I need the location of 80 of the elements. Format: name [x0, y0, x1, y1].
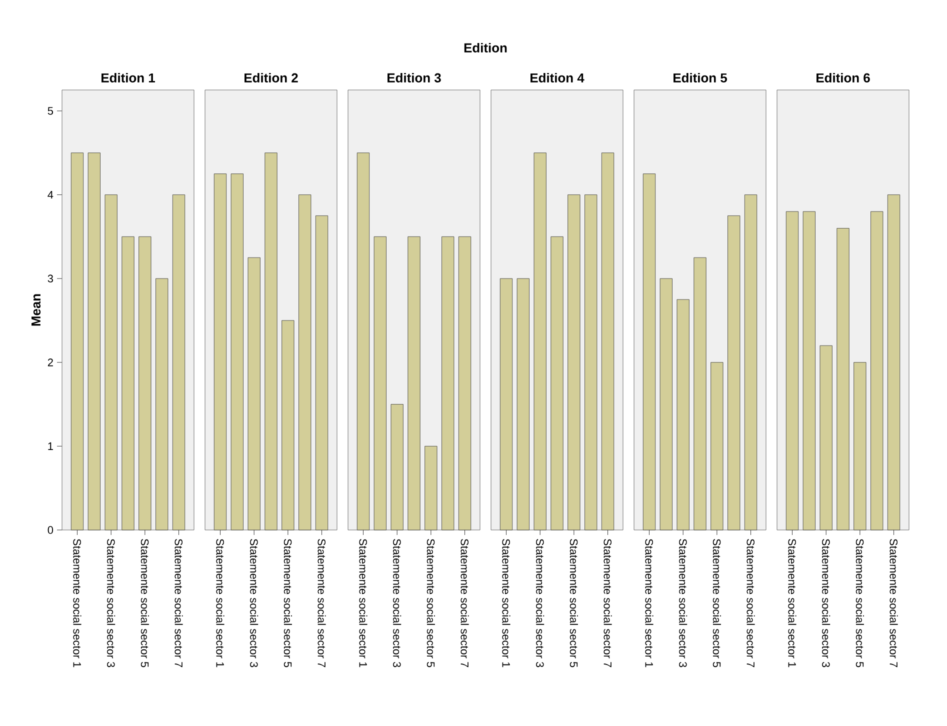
bar: [356, 152, 370, 530]
bar: [374, 236, 386, 530]
x-tick-label: Statemente social sector 5: [712, 539, 721, 668]
bar: [104, 194, 118, 530]
bar: [534, 152, 546, 530]
bar: [870, 211, 884, 530]
x-tick-label: Statemente social sector 3: [536, 539, 544, 668]
bar: [694, 257, 706, 530]
bar: [710, 362, 724, 530]
chart-title: Edition 6: [816, 72, 870, 82]
bar: [550, 236, 564, 530]
bar: [601, 152, 614, 530]
x-tick-label: Statemente social sector 1: [73, 539, 82, 668]
bar: [802, 211, 816, 530]
bar: [676, 299, 690, 530]
x-tick-label: Statemente social sector 3: [250, 539, 258, 668]
y-tick-label: 2: [48, 358, 53, 366]
bar: [424, 446, 438, 530]
x-tick-label: Statemente social sector 3: [107, 539, 116, 668]
bar: [214, 174, 227, 530]
x-tick-label: Statemente social sector 7: [460, 539, 469, 668]
bar: [282, 320, 294, 530]
x-tick-label: Statemente social sector 7: [318, 539, 326, 668]
chart-title: Edition 1: [102, 72, 155, 82]
bar: [744, 194, 758, 530]
x-tick-label: Statemente social sector 3: [822, 539, 830, 668]
x-tick-label: Statemente social sector 7: [746, 539, 755, 668]
bar: [820, 345, 832, 530]
bar: [138, 236, 152, 530]
x-tick-label: Statemente social sector 5: [856, 539, 864, 668]
chart-title: Edition 3: [388, 72, 441, 82]
x-tick-label: Statemente social sector 5: [570, 539, 578, 668]
bar: [584, 194, 598, 530]
x-tick-label: Statemente social sector 1: [788, 539, 796, 668]
bar: [315, 215, 328, 530]
bar: [854, 362, 866, 530]
bar: [70, 152, 84, 530]
y-tick-label: 5: [48, 107, 54, 115]
bar: [88, 152, 100, 530]
x-tick-label: Statemente social sector 1: [502, 539, 510, 668]
bar: [248, 257, 260, 530]
bar: [230, 174, 244, 530]
chart-title: Edition 4: [530, 72, 584, 82]
x-tick-label: Statemente social sector 7: [604, 539, 612, 668]
bar: [728, 215, 740, 530]
bar: [172, 194, 186, 530]
x-tick-label: Statemente social sector 3: [679, 539, 688, 668]
x-tick-label: Statemente social sector 7: [174, 539, 183, 668]
chart-title: Edition 5: [674, 72, 727, 82]
x-tick-label: Statemente social sector 5: [426, 539, 435, 668]
text: Edition: [464, 42, 507, 52]
bar: [500, 278, 513, 530]
bar: [156, 278, 168, 530]
bar: [660, 278, 672, 530]
bar: [442, 236, 454, 530]
bar: [786, 211, 799, 530]
y-tick-label: 3: [48, 274, 54, 282]
bar: [390, 404, 404, 530]
x-tick-label: Statemente social sector 1: [359, 539, 368, 668]
bar: [122, 236, 134, 530]
bar: [887, 194, 900, 530]
bar: [836, 228, 850, 530]
y-axis-title: Mean: [32, 294, 41, 326]
bar: [568, 194, 580, 530]
chart-title: Edition 2: [244, 72, 298, 82]
bar: [642, 174, 656, 530]
bar: [298, 194, 312, 530]
y-tick-label: 1: [48, 442, 53, 450]
x-tick-label: Statemente social sector 1: [645, 539, 654, 668]
x-tick-label: Statemente social sector 5: [284, 539, 292, 668]
x-tick-label: Statemente social sector 3: [393, 539, 402, 668]
y-tick-label: 4: [48, 190, 54, 199]
x-tick-label: Statemente social sector 5: [140, 539, 149, 668]
bar: [408, 236, 420, 530]
bar: [516, 278, 530, 530]
x-tick-label: Statemente social sector 1: [216, 539, 224, 668]
x-tick-label: Statemente social sector 7: [890, 539, 898, 668]
bar: [458, 236, 472, 530]
y-tick-label: 0: [48, 526, 54, 534]
bar: [264, 152, 278, 530]
